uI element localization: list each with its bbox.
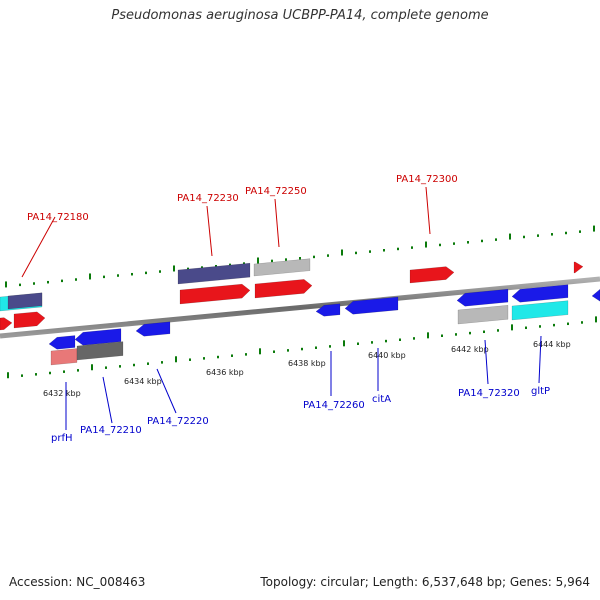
gene-labels: 6432 kbp 6434 kbp 6436 kbp 6438 kbp 6440 kbp… <box>21 174 571 444</box>
leader-line <box>538 335 542 384</box>
forward-gene <box>13 311 46 329</box>
scale-label: 6434 kbp <box>124 377 162 386</box>
gene-features <box>0 258 600 366</box>
cog-box <box>457 304 509 325</box>
reverse-gene <box>511 284 569 303</box>
leader-line <box>206 205 213 257</box>
forward-gene-label: PA14_72300 <box>396 174 458 185</box>
reverse-gene-label: PA14_72210 <box>80 425 142 436</box>
forward-gene <box>179 283 251 305</box>
reverse-gene-label: PA14_72320 <box>458 388 520 399</box>
forward-gene-label: PA14_72180 <box>27 212 89 223</box>
forward-gene-label: PA14_72230 <box>177 193 239 204</box>
scale-label: 6440 kbp <box>368 351 406 360</box>
reverse-gene-label: gltP <box>531 386 550 397</box>
forward-gene <box>254 279 313 299</box>
leader-line <box>102 376 113 424</box>
forward-gene <box>0 317 13 331</box>
cog-box <box>7 292 43 310</box>
genome-info: Topology: circular; Length: 6,537,648 bp… <box>260 575 590 589</box>
backbone <box>0 276 600 339</box>
cog-box <box>177 262 251 285</box>
reverse-gene <box>315 303 341 317</box>
reverse-gene <box>48 335 76 350</box>
scale-label: 6438 kbp <box>288 359 326 368</box>
scale-label: 6436 kbp <box>206 368 244 377</box>
leader-line <box>425 186 431 235</box>
reverse-gene-label: PA14_72260 <box>303 400 365 411</box>
scale-label: 6442 kbp <box>451 345 489 354</box>
reverse-gene <box>344 296 399 315</box>
scale-label: 6432 kbp <box>43 389 81 398</box>
leader-line <box>274 198 280 248</box>
leader-line <box>21 216 56 278</box>
map-title: Pseudomonas aeruginosa UCBPP-PA14, compl… <box>111 8 489 23</box>
tick-marks <box>5 225 597 379</box>
forward-gene <box>409 266 455 284</box>
scale-label: 6444 kbp <box>533 340 571 349</box>
leader-line <box>156 368 177 414</box>
reverse-gene <box>456 288 509 307</box>
reverse-gene <box>591 288 600 302</box>
reverse-gene <box>74 328 122 346</box>
accession: Accession: NC_008463 <box>9 575 146 589</box>
reverse-gene-label: prfH <box>51 433 73 444</box>
reverse-gene <box>135 321 171 337</box>
cog-box <box>50 348 78 366</box>
reverse-gene-label: citA <box>372 394 391 405</box>
forward-gene-label: PA14_72250 <box>245 186 307 197</box>
forward-gene <box>573 261 584 274</box>
cog-box <box>253 258 311 277</box>
reverse-gene-label: PA14_72220 <box>147 416 209 427</box>
leader-line <box>484 339 489 385</box>
cog-box <box>511 300 569 321</box>
cog-box <box>76 341 124 361</box>
